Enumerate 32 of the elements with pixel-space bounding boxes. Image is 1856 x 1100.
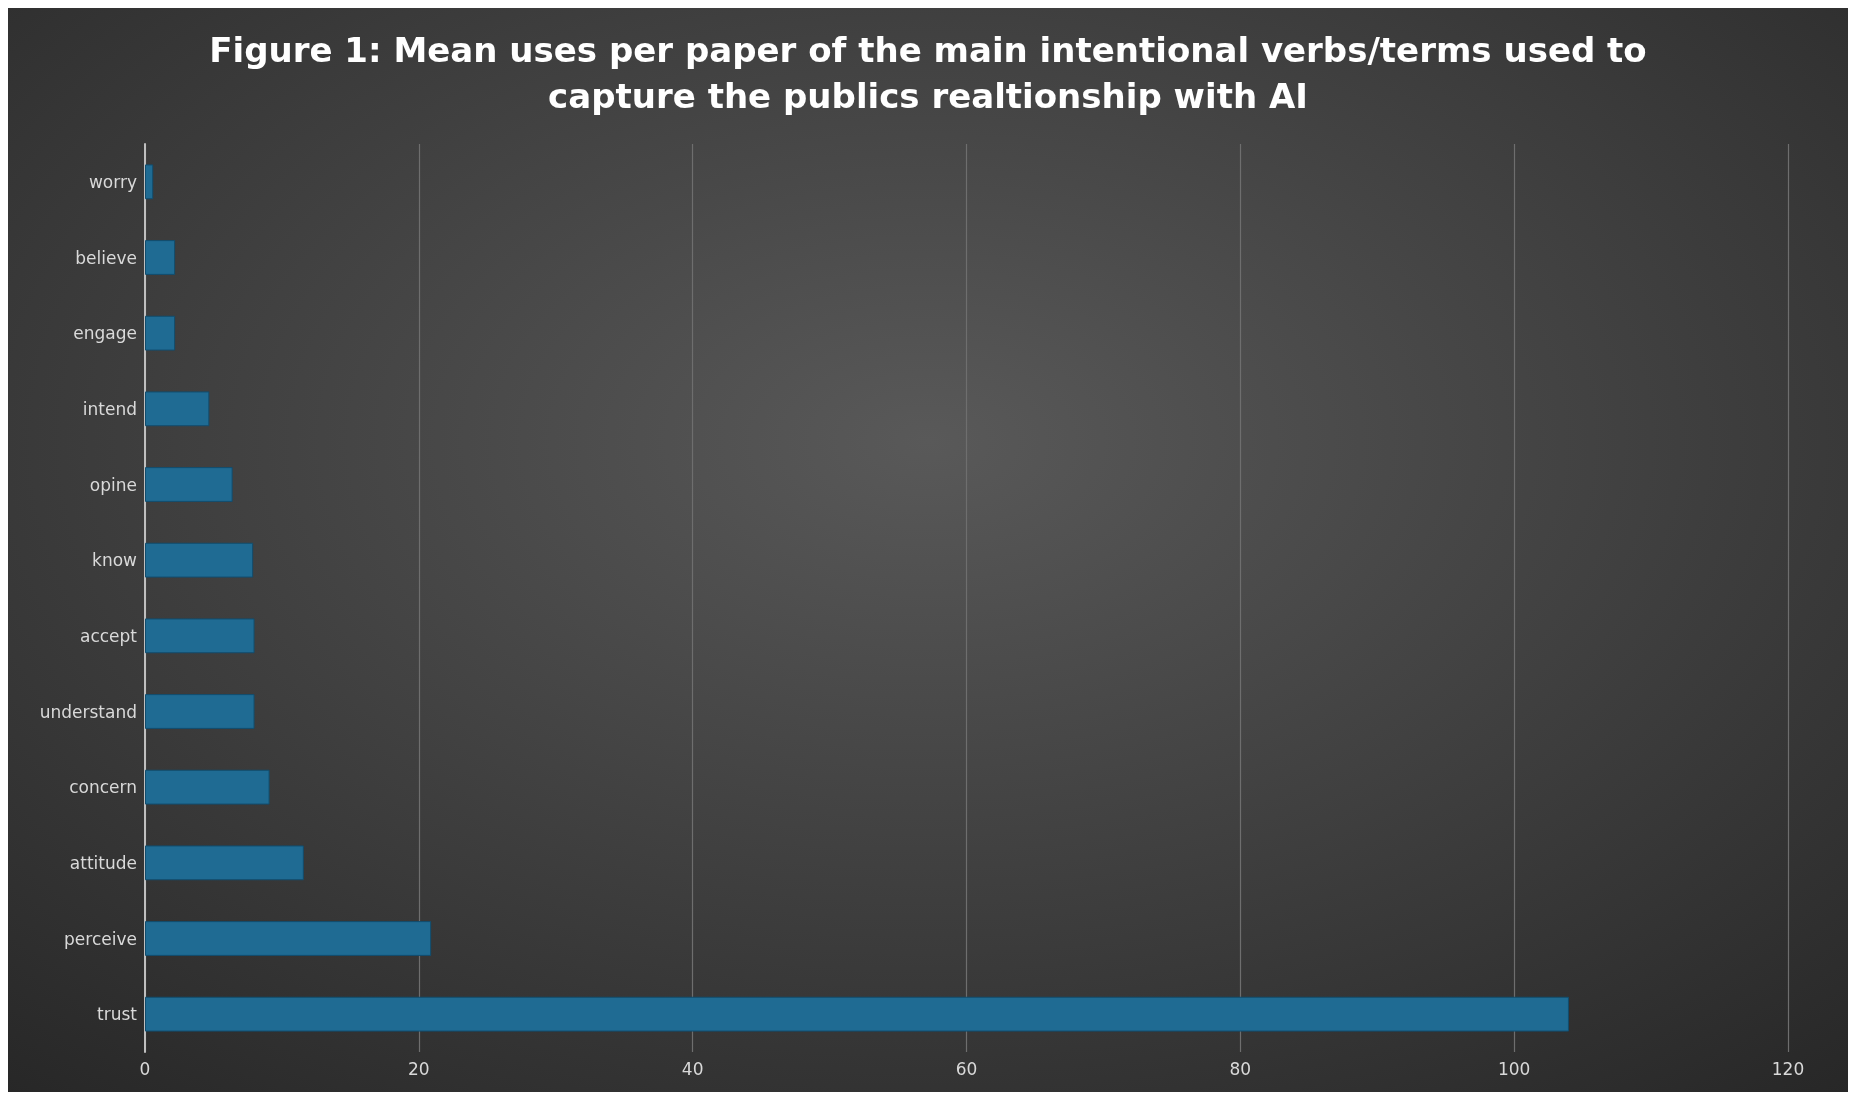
bar (145, 164, 154, 200)
y-tick-label: know (92, 550, 138, 571)
bar (145, 845, 304, 881)
y-tick-label: accept (79, 625, 138, 646)
y-tick-label: attitude (69, 852, 137, 873)
y-tick-label: intend (82, 398, 137, 419)
x-tick-label: 60 (955, 1058, 978, 1079)
y-tick-label: believe (75, 247, 137, 268)
chart-title: Figure 1: Mean uses per paper of the main intentional verbs/terms used to capture the publics realtionship with AI (209, 30, 1647, 116)
y-tick-label: concern (69, 777, 137, 798)
x-tick-label: 120 (1771, 1058, 1805, 1079)
bar (145, 240, 176, 275)
y-tick-label: understand (39, 701, 137, 722)
y-tick-label: engage (73, 323, 137, 344)
x-tick-label: 0 (139, 1058, 151, 1079)
bar (145, 542, 254, 578)
bar (145, 921, 432, 956)
x-tick-label: 100 (1497, 1058, 1531, 1079)
bar (145, 996, 1569, 1032)
y-tick-label: perceive (64, 928, 137, 949)
bar (145, 694, 255, 729)
x-tick-label: 20 (408, 1058, 430, 1079)
bar (145, 769, 270, 805)
y-tick-label: worry (88, 171, 137, 192)
bar (145, 618, 255, 654)
bar (145, 391, 210, 427)
bar (145, 315, 176, 351)
y-tick-label: trust (97, 1004, 138, 1025)
x-tick-label: 80 (1229, 1058, 1252, 1079)
y-tick-label: opine (89, 474, 137, 495)
x-tick-label: 40 (681, 1058, 704, 1079)
bar (145, 467, 233, 502)
